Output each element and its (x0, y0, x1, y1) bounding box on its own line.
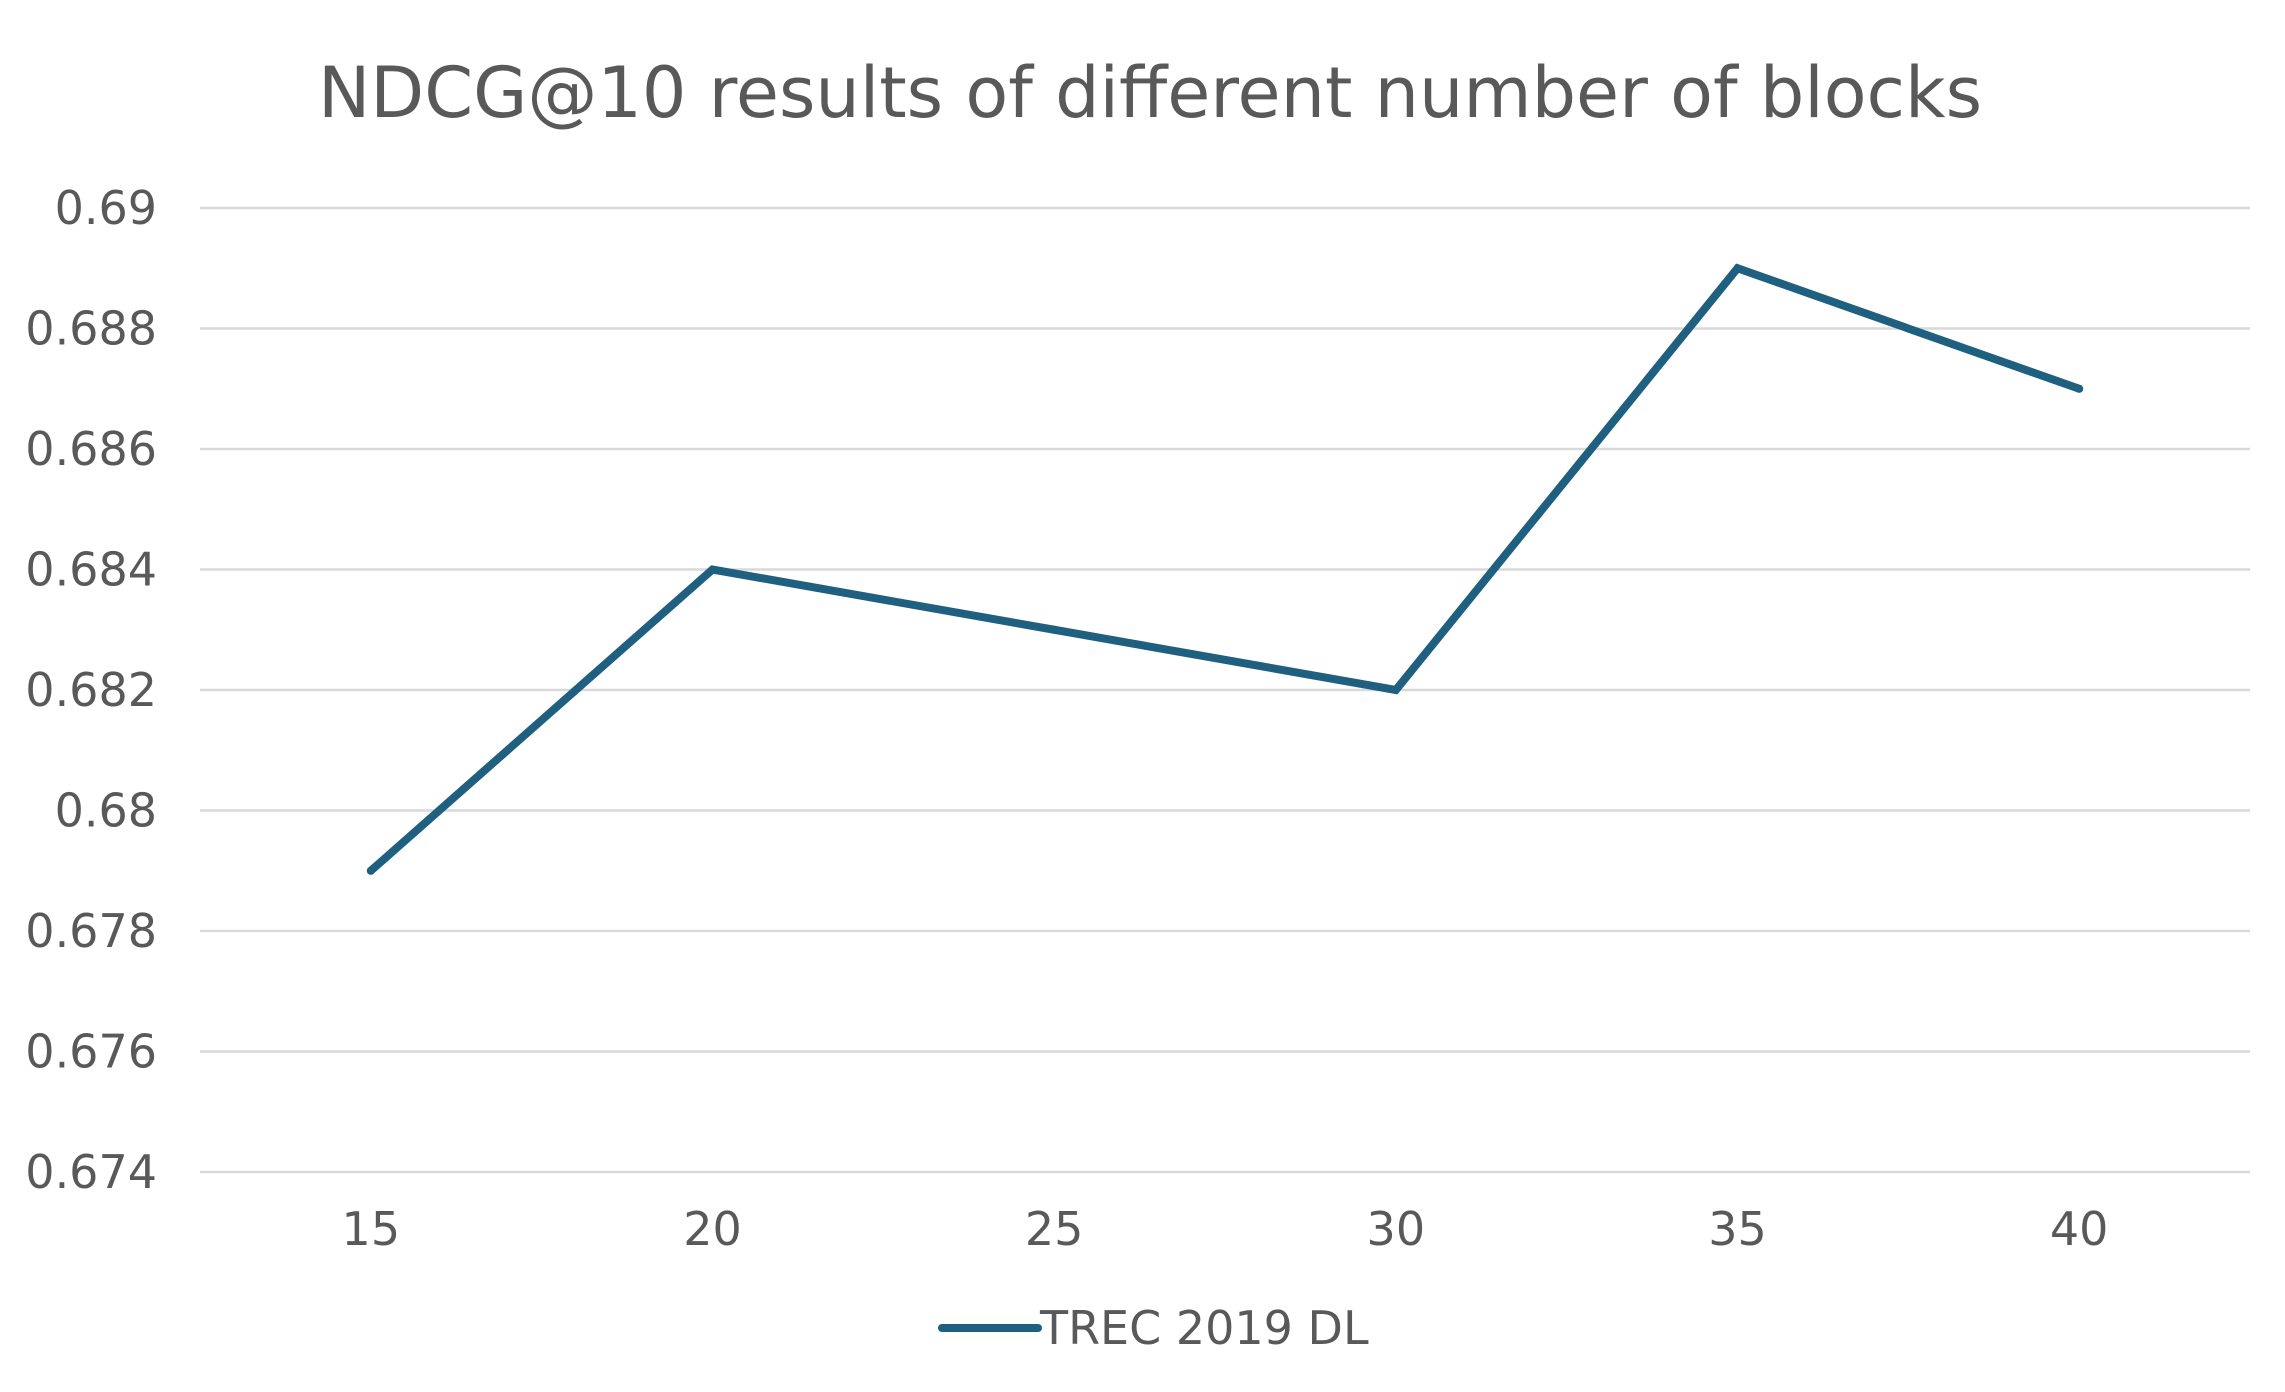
legend-label-trec-2019-dl: TREC 2019 DL (1039, 1301, 1369, 1355)
data-point-30 (1391, 686, 1400, 694)
y-tick-label: 0.678 (25, 904, 157, 958)
y-tick-label: 0.676 (25, 1025, 157, 1079)
y-tick-label: 0.686 (25, 422, 157, 476)
x-axis-ticks: 15 20 25 30 35 40 (342, 1202, 2109, 1256)
data-point-35 (1733, 264, 1742, 273)
y-tick-label: 0.68 (55, 784, 157, 838)
x-tick-label: 30 (1367, 1202, 1426, 1256)
y-tick-label: 0.684 (25, 543, 157, 597)
legend: TREC 2019 DL (938, 1301, 1369, 1355)
x-tick-label: 20 (683, 1202, 742, 1256)
x-tick-label: 15 (342, 1202, 401, 1256)
data-point-20 (708, 565, 717, 574)
x-tick-label: 40 (2050, 1202, 2109, 1256)
x-tick-label: 25 (1025, 1202, 1084, 1256)
chart-title: NDCG@10 results of different number of b… (318, 52, 1982, 134)
series-line-trec-2019-dl (366, 263, 2084, 875)
data-point-25 (1050, 625, 1059, 634)
x-tick-label: 35 (1708, 1202, 1767, 1256)
gridlines (200, 206, 2250, 1174)
y-tick-label: 0.674 (25, 1145, 157, 1199)
y-axis-ticks: 0.674 0.676 0.678 0.68 0.682 0.684 0.686 0.688 0… (25, 181, 157, 1199)
y-tick-label: 0.682 (25, 663, 157, 717)
series-layer (366, 263, 2084, 875)
y-tick-label: 0.688 (25, 302, 157, 356)
data-point-15 (366, 866, 375, 875)
data-point-40 (2075, 384, 2084, 393)
y-tick-label: 0.69 (55, 181, 157, 235)
